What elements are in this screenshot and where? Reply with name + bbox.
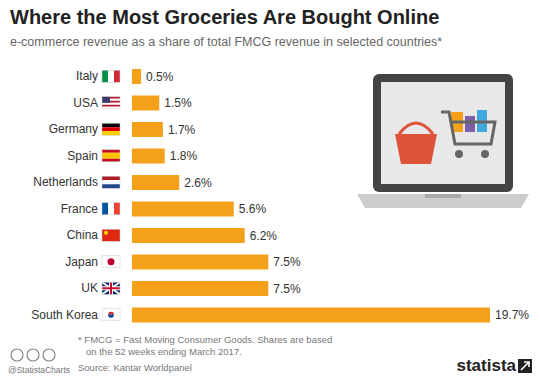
svg-text:7.5%: 7.5% (273, 255, 301, 269)
svg-text:USA: USA (73, 96, 98, 110)
svg-text:1.5%: 1.5% (164, 96, 192, 110)
html-text:on the 52 weeks ending March 2: on the 52 weeks ending March 2017. (86, 346, 242, 357)
svg-text:South Korea: South Korea (31, 308, 98, 322)
html-text:* FMCG = Fast Moving Consumer: * FMCG = Fast Moving Consumer Goods. Sha… (78, 334, 333, 345)
html-text:Where the Most Groceries Are B: Where the Most Groceries Are Bought Onli… (10, 6, 440, 28)
svg-text:7.5%: 7.5% (273, 282, 301, 296)
svg-text:China: China (67, 228, 99, 242)
svg-text:Italy: Italy (76, 69, 98, 83)
svg-text:Spain: Spain (67, 149, 98, 163)
svg-text:1.7%: 1.7% (168, 123, 196, 137)
svg-text:France: France (61, 202, 99, 216)
html-text:Source: Kantar Worldpanel: Source: Kantar Worldpanel (78, 362, 192, 373)
svg-text:Germany: Germany (49, 122, 98, 136)
svg-text:UK: UK (81, 281, 98, 295)
html-text:e-commerce revenue as a share: e-commerce revenue as a share of total F… (10, 35, 443, 49)
svg-text:Japan: Japan (65, 255, 98, 269)
svg-text:Netherlands: Netherlands (33, 175, 98, 189)
svg-text:6.2%: 6.2% (250, 229, 278, 243)
html-text:@StatistaCharts: @StatistaCharts (8, 365, 70, 375)
svg-text:0.5%: 0.5% (146, 70, 174, 84)
svg-text:5.6%: 5.6% (239, 202, 267, 216)
svg-text:2.6%: 2.6% (184, 176, 212, 190)
svg-text:19.7%: 19.7% (495, 308, 529, 322)
html-text:statista: statista (456, 356, 516, 375)
svg-text:1.8%: 1.8% (170, 149, 198, 163)
